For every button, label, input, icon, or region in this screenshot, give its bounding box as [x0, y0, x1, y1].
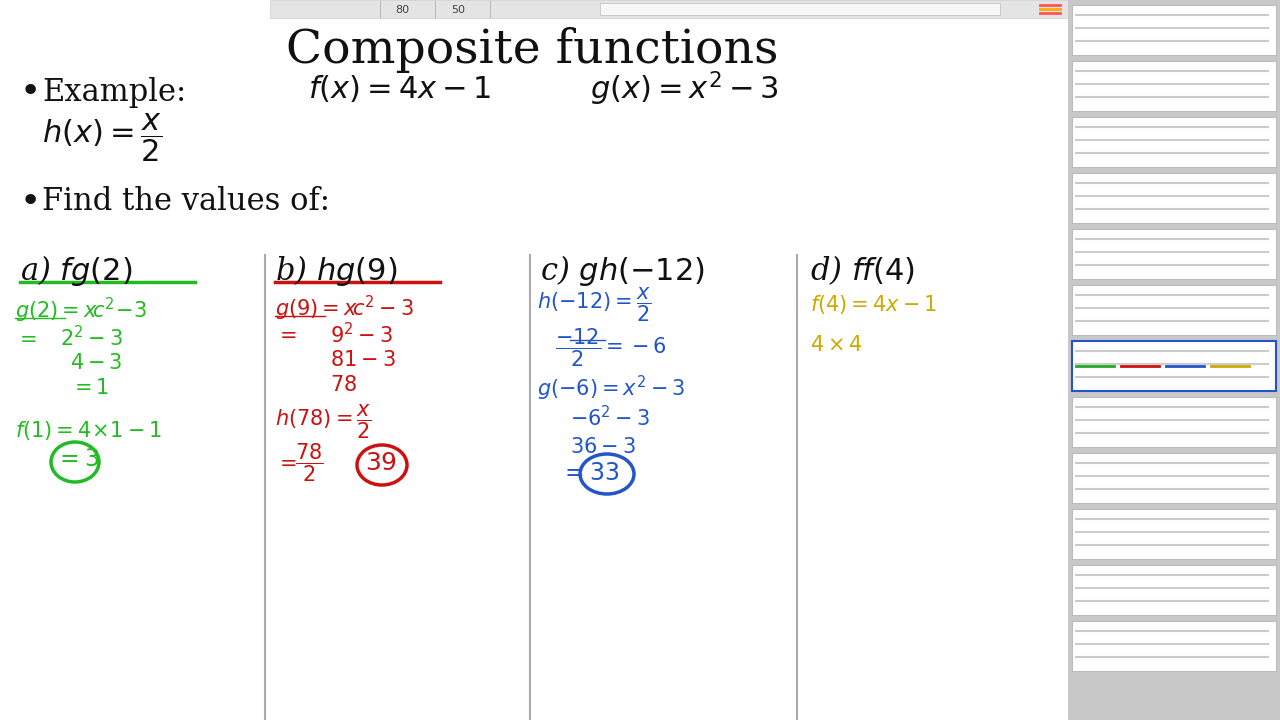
Text: $f(1)=4\!\times\!1-1$: $f(1)=4\!\times\!1-1$ [15, 418, 163, 441]
Text: $=3$: $=3$ [55, 449, 99, 472]
Text: $g(x) = x^2 - 3$: $g(x) = x^2 - 3$ [590, 70, 780, 108]
Bar [1073, 117, 1276, 167]
Text: $4-3$: $4-3$ [70, 353, 123, 373]
Bar [1073, 341, 1276, 391]
Text: Composite functions: Composite functions [285, 27, 778, 73]
Text: $81-3$: $81-3$ [330, 350, 396, 370]
Bar [1073, 285, 1276, 335]
Text: 50: 50 [451, 5, 465, 15]
Text: •: • [20, 185, 41, 219]
Text: $h(78)=\dfrac{x}{2}$: $h(78)=\dfrac{x}{2}$ [275, 402, 372, 441]
Text: $36-3$: $36-3$ [570, 437, 636, 457]
Text: $=$: $=$ [275, 454, 297, 472]
Bar [270, 0, 1070, 18]
Text: $g(9)=x\!c^2-3$: $g(9)=x\!c^2-3$ [275, 294, 413, 323]
Bar [1073, 453, 1276, 503]
Text: $h(x) = \dfrac{x}{2}$: $h(x) = \dfrac{x}{2}$ [42, 112, 163, 164]
Text: $-6^2-3$: $-6^2-3$ [570, 405, 650, 431]
Text: c) $gh(-12)$: c) $gh(-12)$ [540, 253, 705, 287]
Text: $=$: $=$ [275, 325, 297, 344]
Bar [1073, 565, 1276, 615]
Text: Find the values of:: Find the values of: [42, 186, 330, 217]
Text: a) $fg(2)$: a) $fg(2)$ [20, 253, 132, 287]
Text: $h(-12)=\dfrac{x}{2}$: $h(-12)=\dfrac{x}{2}$ [538, 286, 652, 324]
Text: Example:: Example: [42, 76, 187, 107]
Text: $=33$: $=33$ [561, 462, 620, 485]
Bar [1073, 173, 1276, 223]
Text: $g(-6)=x^2-3$: $g(-6)=x^2-3$ [538, 374, 685, 402]
Bar [600, 3, 1000, 15]
Text: $\dfrac{78}{2}$: $\dfrac{78}{2}$ [294, 442, 324, 485]
Text: $39$: $39$ [365, 452, 397, 475]
Bar [1073, 341, 1276, 391]
Text: $4\times4$: $4\times4$ [810, 335, 863, 355]
Bar [1073, 229, 1276, 279]
Text: $=$: $=$ [15, 328, 36, 348]
Text: b) $hg(9)$: b) $hg(9)$ [275, 253, 397, 287]
Bar [1073, 5, 1276, 55]
Text: 80: 80 [396, 5, 410, 15]
Text: •: • [20, 75, 41, 109]
Text: d) $ff(4)$: d) $ff(4)$ [810, 253, 915, 287]
Text: $g(2)=x\!c^2\!-\!3$: $g(2)=x\!c^2\!-\!3$ [15, 295, 147, 325]
Bar [1073, 509, 1276, 559]
Bar [0, 0, 1065, 720]
Bar [1073, 397, 1276, 447]
Text: $9^2-3$: $9^2-3$ [330, 323, 393, 348]
Text: $=1$: $=1$ [70, 378, 109, 398]
Text: $\dfrac{-12}{2}=-6$: $\dfrac{-12}{2}=-6$ [556, 327, 667, 369]
Bar [1068, 0, 1280, 720]
Bar [1073, 621, 1276, 671]
Text: $78$: $78$ [330, 375, 357, 395]
Text: $2^2-3$: $2^2-3$ [60, 325, 123, 351]
Text: $f(4)=4x-1$: $f(4)=4x-1$ [810, 294, 937, 317]
Text: $f(x) = 4x - 1$: $f(x) = 4x - 1$ [308, 73, 492, 104]
Bar [1073, 61, 1276, 111]
